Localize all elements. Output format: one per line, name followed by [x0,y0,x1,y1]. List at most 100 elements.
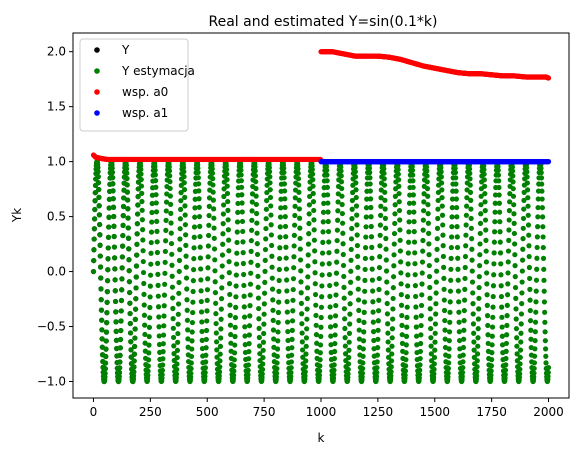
point [163,217,169,223]
point [127,310,133,317]
point [145,363,151,369]
point [535,214,541,220]
point [227,302,233,308]
point [518,321,524,327]
point [266,169,273,175]
point [395,171,401,177]
point [455,288,462,294]
point [282,188,288,194]
point [402,372,408,378]
point [441,286,447,292]
point [110,204,117,210]
point [532,329,538,335]
point [259,371,265,377]
point [364,196,370,202]
point [388,358,395,364]
point [135,211,141,217]
point [545,75,552,81]
point [377,254,383,260]
point [333,292,339,298]
point [333,281,339,287]
point [147,272,154,278]
point [389,326,396,332]
point [148,229,155,235]
point [348,257,354,263]
point [367,175,373,181]
point [198,288,204,294]
point [513,306,519,312]
point [299,339,305,345]
point [234,229,240,235]
point [388,369,394,375]
point [252,173,259,179]
point [495,167,501,173]
point [418,340,424,347]
point [419,292,425,298]
point [274,366,280,372]
point [205,254,211,260]
point [395,166,401,173]
point [506,227,512,233]
legend-item: wsp. a1 [94,106,168,120]
point [426,252,432,258]
point [455,277,461,283]
point [282,214,288,220]
point [410,172,416,178]
point [370,299,376,305]
point [461,318,467,324]
point [214,354,220,360]
point [442,327,448,333]
point [418,302,425,309]
point [202,365,209,371]
point [424,186,431,192]
point [339,193,345,199]
point [506,237,512,243]
point [133,263,140,269]
point [435,197,441,204]
series-wsp-a1 [318,159,552,165]
point [117,365,123,371]
point [171,343,177,349]
point [277,234,283,240]
point [510,179,516,185]
point [347,311,353,317]
point [535,196,541,202]
point [147,304,153,311]
point [424,168,430,174]
point [496,192,502,198]
point [475,326,481,332]
point [363,234,369,240]
point [191,224,198,230]
point [182,222,188,228]
point [212,279,218,285]
point [240,228,246,235]
point [170,316,176,322]
point [332,340,338,347]
point [374,365,380,371]
point [159,372,165,378]
point [382,206,388,212]
point [514,335,520,341]
point [183,253,189,259]
point [256,343,263,349]
point [340,251,346,258]
point [171,351,177,357]
point [133,296,139,302]
point [255,262,261,268]
point [195,169,201,176]
point [512,252,518,258]
point [484,302,490,308]
point [196,196,202,202]
point [206,232,212,239]
point [141,280,147,287]
point [385,321,391,327]
point [170,334,177,341]
point [440,222,446,228]
point [103,329,110,335]
point [142,331,148,338]
point [278,205,284,211]
point [392,220,398,227]
point [433,268,440,274]
point [449,224,455,230]
